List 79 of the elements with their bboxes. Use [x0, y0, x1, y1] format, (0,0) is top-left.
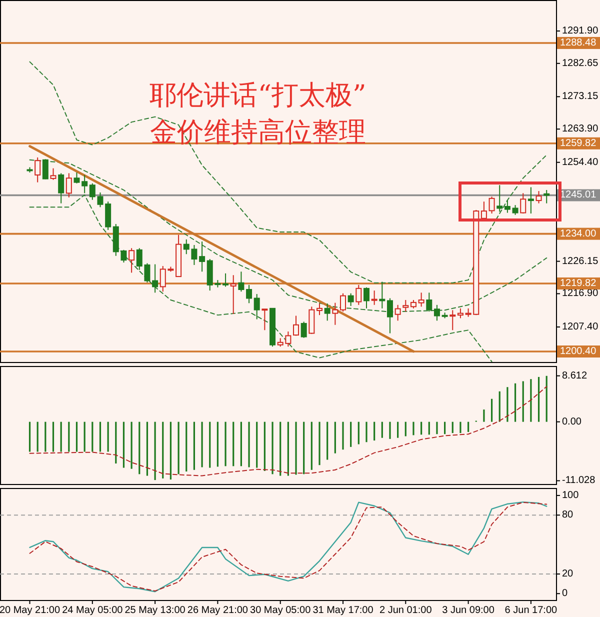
- x-tick-label: 31 May 17:00: [312, 605, 374, 616]
- text: 金价维持高位整理: [150, 117, 366, 148]
- ref-line-label: 1219.82: [560, 278, 597, 289]
- y-tick-label: 1263.90: [562, 124, 599, 135]
- candlestick: [152, 264, 158, 294]
- y-tick-label: -11.028: [562, 475, 596, 486]
- ref-line-label: 1245.01: [560, 190, 597, 201]
- ref-line-label: 1200.40: [560, 346, 597, 357]
- candlestick: [34, 156, 41, 183]
- candlestick: [426, 292, 432, 312]
- y-tick-label: 1226.15: [562, 256, 599, 267]
- x-tick-label: 2 Jun 01:00: [380, 605, 432, 616]
- x-tick-label: 24 May 05:00: [62, 605, 124, 616]
- candlestick: [222, 272, 229, 288]
- candlestick: [308, 306, 315, 334]
- candlestick: [262, 308, 268, 331]
- candlestick: [386, 298, 393, 334]
- candlestick: [457, 308, 464, 319]
- candlestick: [199, 241, 206, 272]
- candlestick: [504, 200, 510, 214]
- candlestick: [74, 172, 80, 184]
- candlestick: [544, 190, 550, 204]
- candlestick: [450, 310, 456, 331]
- candlestick: [58, 172, 64, 204]
- candlestick: [230, 274, 236, 315]
- line-series: [29, 386, 548, 476]
- candlestick: [528, 186, 534, 214]
- candlestick: [66, 172, 72, 198]
- candlestick: [50, 168, 56, 180]
- candlestick: [300, 321, 307, 338]
- candlestick: [434, 304, 440, 322]
- text: 耶伦讲话“打太极”: [150, 80, 366, 111]
- y-tick-label: 0: [562, 588, 568, 600]
- ref-line-label: 1259.82: [560, 138, 597, 149]
- candlestick: [512, 204, 518, 216]
- y-tick-label: 100: [562, 490, 580, 501]
- candlestick: [254, 294, 260, 320]
- candlestick: [340, 292, 346, 312]
- y-tick-label: 1254.40: [562, 156, 599, 168]
- candlestick: [363, 286, 370, 309]
- y-tick-label: 1207.40: [562, 321, 599, 332]
- y-tick-label: 80: [562, 510, 574, 521]
- line-series: [29, 194, 492, 362]
- candlestick: [356, 284, 362, 306]
- candlestick: [488, 196, 495, 214]
- candlestick: [293, 315, 300, 336]
- candlestick: [520, 192, 526, 214]
- candlestick: [316, 303, 323, 316]
- candlestick: [246, 284, 252, 304]
- candlestick: [128, 248, 135, 274]
- candlestick: [371, 290, 378, 306]
- y-tick-label: 0.00: [562, 416, 582, 428]
- line-series: [29, 61, 548, 284]
- candlestick: [82, 174, 88, 194]
- candlestick: [324, 303, 330, 322]
- ref-line-label: 1288.48: [560, 37, 597, 48]
- x-tick-label: 30 May 05:00: [250, 605, 312, 616]
- candlestick: [418, 292, 424, 308]
- candlestick: [496, 184, 503, 212]
- y-tick-label: 1282.65: [562, 58, 599, 69]
- candlestick: [105, 201, 112, 230]
- x-tick-label: 20 May 21:00: [0, 605, 60, 616]
- x-tick-label: 6 Jun 17:00: [504, 605, 558, 616]
- x-tick-label: 25 May 13:00: [124, 605, 186, 616]
- y-tick-label: 8.612: [562, 370, 588, 382]
- candlestick: [394, 304, 401, 322]
- candlestick: [42, 158, 48, 180]
- y-tick-label: 20: [562, 568, 574, 580]
- ref-line-label: 1234.00: [560, 228, 597, 240]
- candlestick: [238, 271, 244, 292]
- y-tick-label: 1216.90: [562, 288, 599, 300]
- x-tick-label: 26 May 21:00: [187, 605, 248, 616]
- x-tick-label: 3 Jun 09:00: [442, 605, 495, 616]
- candlestick: [402, 300, 409, 312]
- candlestick: [332, 302, 338, 326]
- y-tick-label: 1291.90: [562, 26, 599, 36]
- candlestick: [348, 292, 354, 306]
- y-tick-label: 1273.15: [562, 91, 599, 102]
- candlestick: [536, 190, 542, 204]
